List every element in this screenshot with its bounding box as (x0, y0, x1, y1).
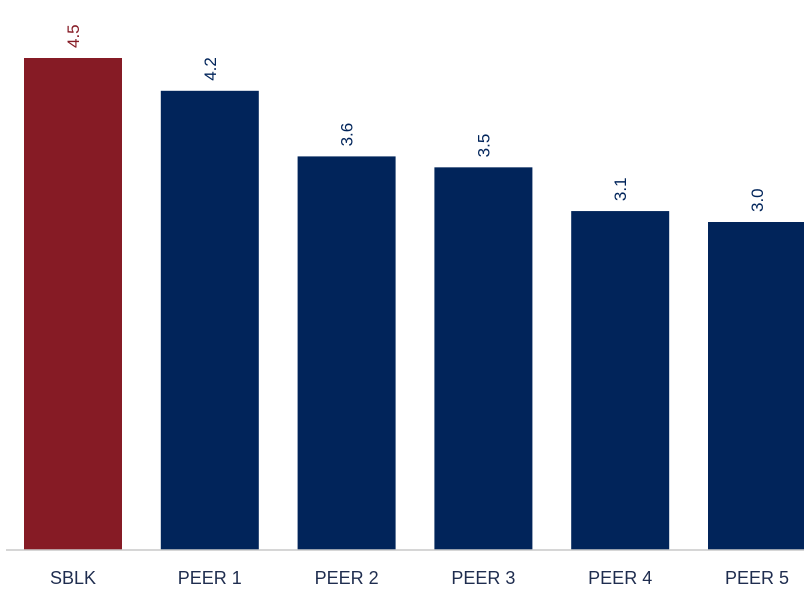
category-label: PEER 5 (725, 568, 789, 588)
bar-peer-2 (297, 156, 396, 550)
bars-group (24, 58, 804, 551)
value-label: 4.5 (64, 24, 83, 48)
value-labels-group: 4.5 4.2 3.6 3.5 3.1 3.0 (64, 24, 767, 212)
bar-peer-3 (434, 167, 533, 551)
category-labels-group: SBLK PEER 1 PEER 2 PEER 3 PEER 4 PEER 5 (50, 568, 789, 588)
value-label: 3.5 (474, 134, 493, 158)
bar-peer-4 (571, 211, 670, 551)
category-label: PEER 4 (588, 568, 652, 588)
category-label: PEER 1 (178, 568, 242, 588)
category-label: PEER 3 (451, 568, 515, 588)
bar-peer-1 (160, 90, 259, 551)
value-label: 3.1 (611, 177, 630, 201)
category-label: PEER 2 (315, 568, 379, 588)
value-label: 3.6 (338, 123, 357, 147)
bar-sblk (24, 58, 122, 550)
bar-peer-5 (708, 222, 804, 550)
category-label: SBLK (50, 568, 96, 588)
value-label: 4.2 (201, 57, 220, 81)
value-label: 3.0 (748, 188, 767, 212)
